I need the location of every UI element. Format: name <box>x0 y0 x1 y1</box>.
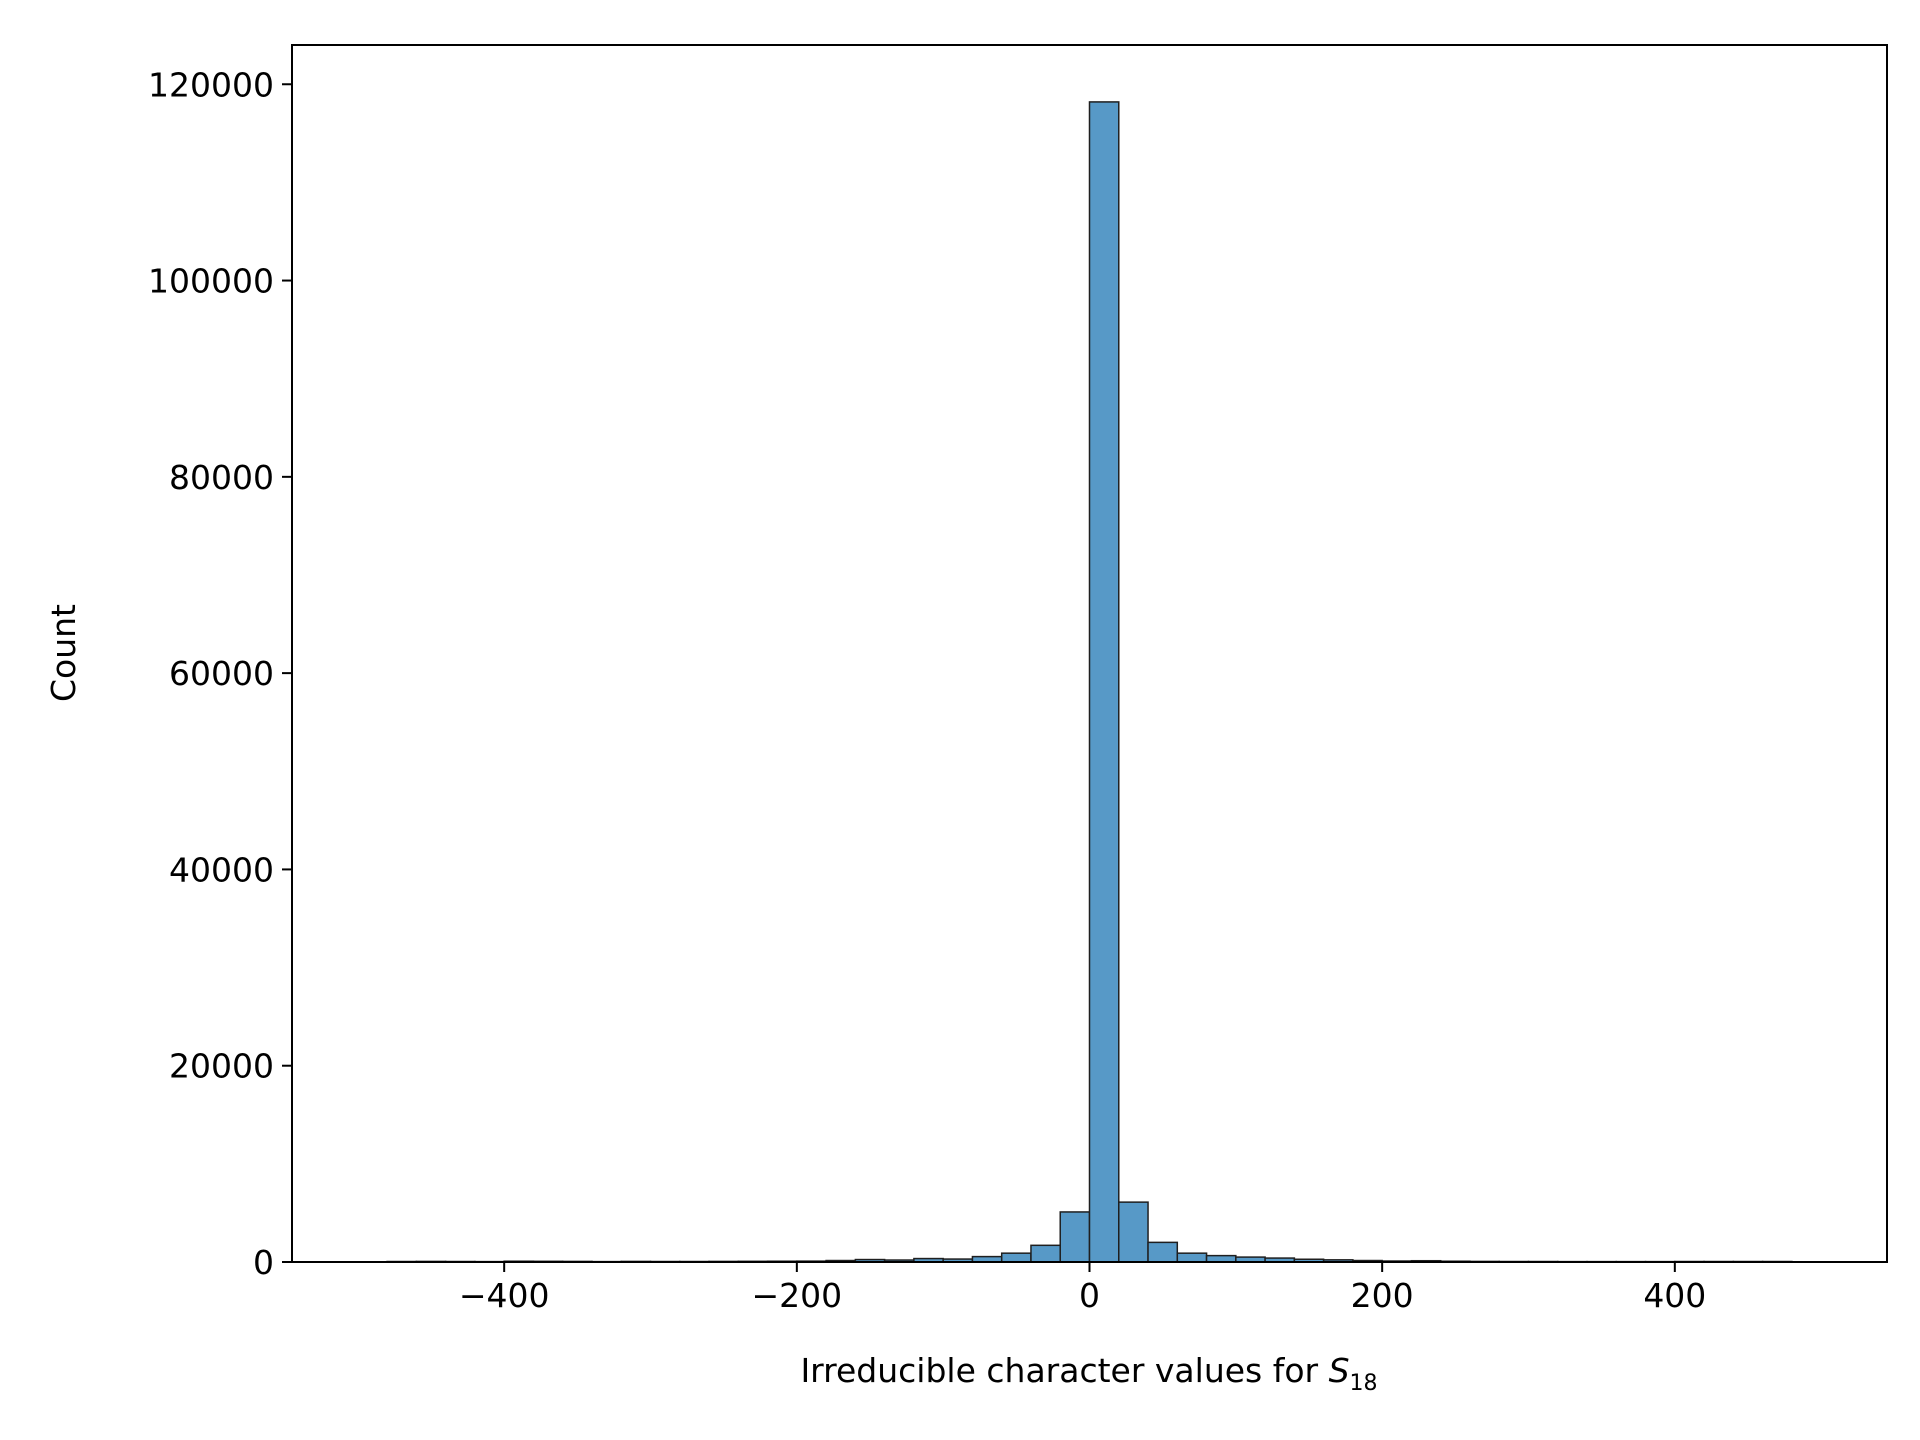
y-tick-label: 40000 <box>169 850 274 889</box>
y-axis-ticks: 0 20000 40000 60000 80000 100000 120000 <box>148 65 292 1282</box>
x-tick-label: −200 <box>752 1276 843 1315</box>
x-tick-label: 0 <box>1079 1276 1100 1315</box>
histogram-bar <box>1176 1252 1208 1263</box>
y-axis-label: Count <box>44 604 83 702</box>
histogram-bar <box>1000 1252 1032 1263</box>
x-axis-label-math: S <box>1329 1351 1350 1390</box>
y-tick-label: 0 <box>253 1243 274 1282</box>
y-tick-label: 100000 <box>148 262 274 301</box>
y-tick-label: 120000 <box>148 65 274 104</box>
x-tick-label: −400 <box>459 1276 550 1315</box>
histogram-bar <box>1059 1211 1091 1263</box>
histogram-bar <box>1088 101 1120 1263</box>
histogram-bar <box>1147 1241 1179 1263</box>
x-axis-label-subscript: 18 <box>1350 1371 1378 1396</box>
histogram-bar <box>1118 1201 1149 1263</box>
histogram-bar <box>1030 1244 1061 1263</box>
x-axis-label-text: Irreducible character values for <box>800 1351 1328 1390</box>
x-tick-label: 400 <box>1643 1276 1706 1315</box>
x-axis-label: Irreducible character values for S18 <box>800 1351 1377 1396</box>
y-tick-label: 60000 <box>169 654 274 693</box>
y-tick-label: 20000 <box>169 1047 274 1086</box>
y-tick-label: 80000 <box>169 458 274 497</box>
x-tick-label: 200 <box>1351 1276 1414 1315</box>
x-axis-ticks: −400 −200 0 200 400 <box>459 1262 1706 1315</box>
